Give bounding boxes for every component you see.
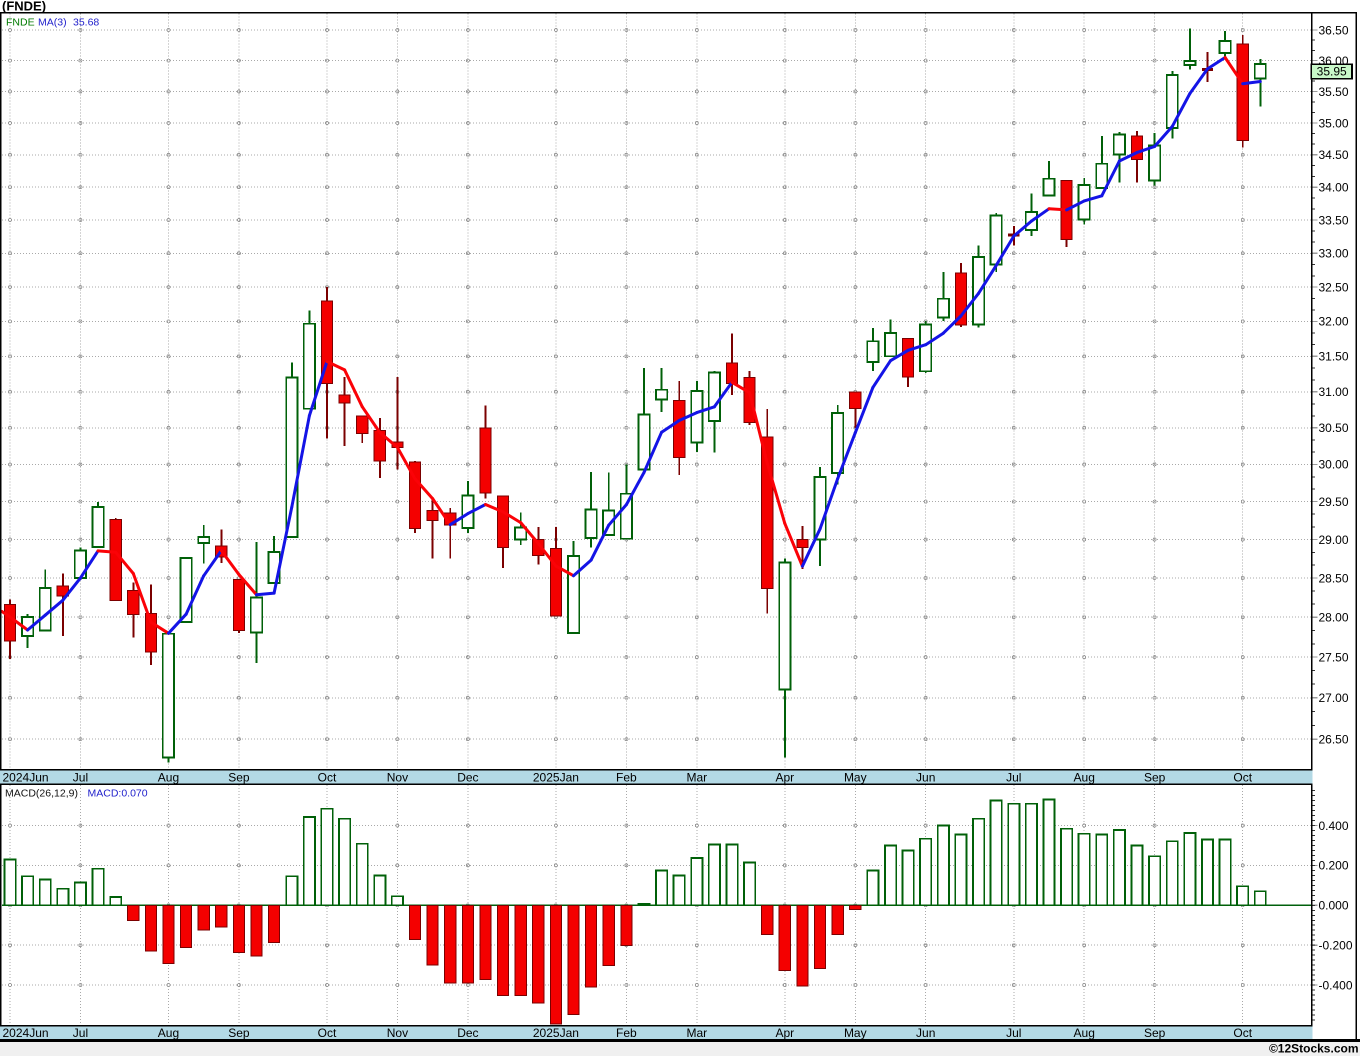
svg-text:34.00: 34.00 xyxy=(1319,180,1349,194)
svg-text:Oct: Oct xyxy=(318,1026,337,1040)
svg-text:31.50: 31.50 xyxy=(1319,350,1349,364)
svg-text:Jun: Jun xyxy=(916,1026,935,1040)
svg-text:0.400: 0.400 xyxy=(1319,819,1349,833)
svg-text:0.000: 0.000 xyxy=(1319,899,1349,913)
svg-text:31.00: 31.00 xyxy=(1319,385,1349,399)
svg-text:Feb: Feb xyxy=(616,1026,637,1040)
svg-text:33.00: 33.00 xyxy=(1319,247,1349,261)
svg-text:May: May xyxy=(844,770,867,784)
svg-text:Apr: Apr xyxy=(775,1026,794,1040)
svg-text:Dec: Dec xyxy=(457,770,478,784)
svg-text:(FNDE): (FNDE) xyxy=(2,0,46,14)
svg-text:Dec: Dec xyxy=(457,1026,478,1040)
svg-text:Jul: Jul xyxy=(73,770,88,784)
svg-text:Jul: Jul xyxy=(1006,1026,1021,1040)
svg-text:Aug: Aug xyxy=(158,770,179,784)
svg-text:30.00: 30.00 xyxy=(1319,458,1349,472)
svg-text:-0.400: -0.400 xyxy=(1319,978,1353,992)
svg-text:28.50: 28.50 xyxy=(1319,571,1349,585)
svg-text:FNDE: FNDE xyxy=(6,17,35,29)
svg-text:32.00: 32.00 xyxy=(1319,315,1349,329)
svg-text:28.00: 28.00 xyxy=(1319,611,1349,625)
svg-text:29.50: 29.50 xyxy=(1319,495,1349,509)
svg-text:Jun: Jun xyxy=(916,770,935,784)
svg-text:Jul: Jul xyxy=(73,1026,88,1040)
svg-text:2025Jan: 2025Jan xyxy=(533,1026,579,1040)
svg-text:MACD:0.070: MACD:0.070 xyxy=(88,788,148,800)
svg-text:27.50: 27.50 xyxy=(1319,650,1349,664)
svg-text:Sep: Sep xyxy=(1144,1026,1166,1040)
svg-text:2025Jan: 2025Jan xyxy=(533,770,579,784)
svg-text:MA(3): MA(3) xyxy=(38,17,67,29)
svg-text:Oct: Oct xyxy=(318,770,337,784)
svg-text:Oct: Oct xyxy=(1233,1026,1252,1040)
svg-text:30.50: 30.50 xyxy=(1319,421,1349,435)
svg-text:Aug: Aug xyxy=(158,1026,179,1040)
svg-text:0.200: 0.200 xyxy=(1319,859,1349,873)
svg-text:29.00: 29.00 xyxy=(1319,533,1349,547)
svg-text:Feb: Feb xyxy=(616,770,637,784)
svg-text:27.00: 27.00 xyxy=(1319,691,1349,705)
svg-text:MACD(26,12,9): MACD(26,12,9) xyxy=(5,788,78,800)
svg-text:2024Jun: 2024Jun xyxy=(3,1026,49,1040)
svg-text:Aug: Aug xyxy=(1074,770,1095,784)
svg-text:26.50: 26.50 xyxy=(1319,732,1349,746)
svg-text:Mar: Mar xyxy=(686,770,707,784)
svg-text:35.00: 35.00 xyxy=(1319,116,1349,130)
svg-text:-0.200: -0.200 xyxy=(1319,938,1353,952)
svg-text:32.50: 32.50 xyxy=(1319,280,1349,294)
svg-text:2024Jun: 2024Jun xyxy=(3,770,49,784)
svg-text:Apr: Apr xyxy=(775,770,794,784)
svg-text:36.50: 36.50 xyxy=(1319,23,1349,37)
svg-text:Nov: Nov xyxy=(387,1026,408,1040)
svg-text:34.50: 34.50 xyxy=(1319,148,1349,162)
svg-text:Oct: Oct xyxy=(1233,770,1252,784)
svg-text:33.50: 33.50 xyxy=(1319,213,1349,227)
svg-text:Sep: Sep xyxy=(228,1026,250,1040)
svg-text:35.50: 35.50 xyxy=(1319,85,1349,99)
svg-text:Sep: Sep xyxy=(1144,770,1166,784)
svg-text:Jul: Jul xyxy=(1006,770,1021,784)
svg-text:Mar: Mar xyxy=(686,1026,707,1040)
svg-text:©12Stocks.com: ©12Stocks.com xyxy=(1269,1041,1359,1055)
svg-text:May: May xyxy=(844,1026,867,1040)
svg-text:35.68: 35.68 xyxy=(73,17,99,29)
svg-text:Nov: Nov xyxy=(387,770,408,784)
svg-text:35.95: 35.95 xyxy=(1317,65,1347,79)
svg-text:Sep: Sep xyxy=(228,770,250,784)
svg-text:Aug: Aug xyxy=(1074,1026,1095,1040)
